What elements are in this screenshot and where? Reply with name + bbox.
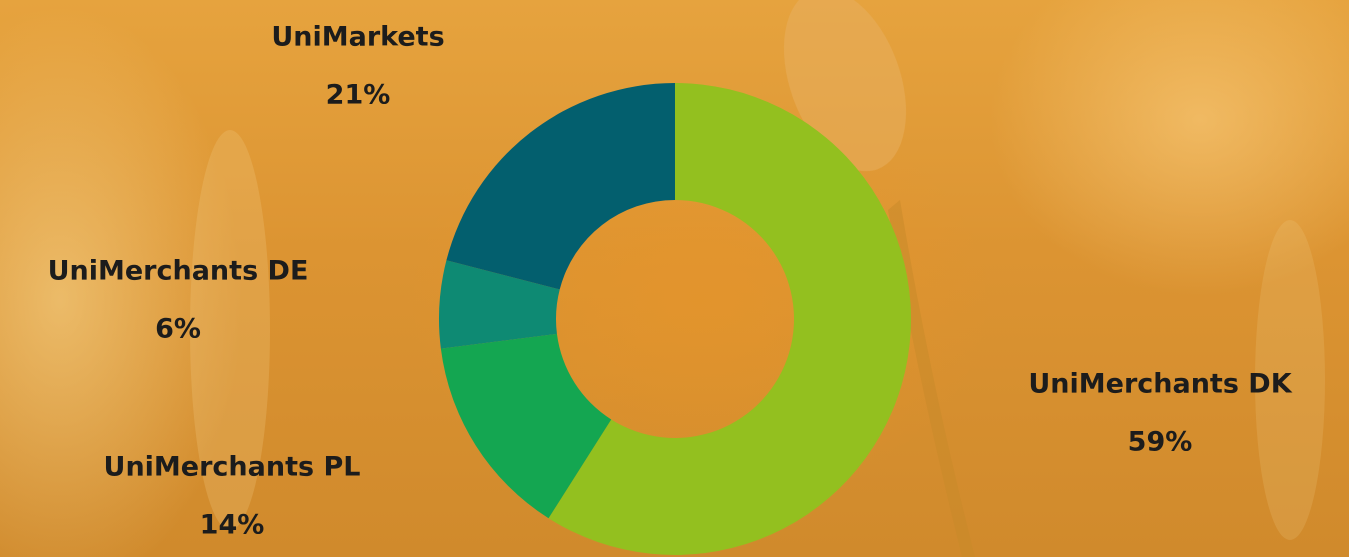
slice — [548, 83, 911, 555]
slice-label: UniMerchants DE — [48, 256, 309, 287]
slice-value-label: 14% — [200, 510, 265, 541]
slice-label: UniMerchants PL — [104, 452, 361, 483]
slice-label: UniMarkets — [271, 22, 444, 53]
slice-value-label: 21% — [326, 80, 391, 111]
slice — [446, 83, 675, 290]
slice-value-label: 59% — [1128, 427, 1193, 458]
slice-label: UniMerchants DK — [1028, 369, 1292, 400]
slice-value-label: 6% — [155, 314, 201, 345]
background-wheat — [190, 0, 1325, 557]
slice — [439, 260, 560, 349]
slice — [440, 333, 612, 519]
